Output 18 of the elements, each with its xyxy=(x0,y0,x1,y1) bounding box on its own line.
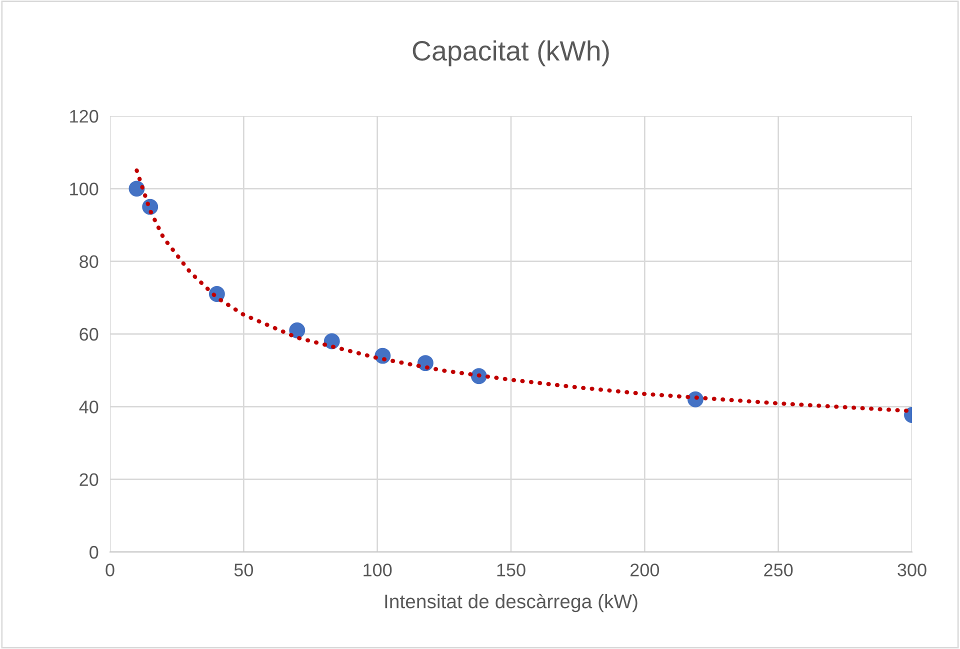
x-tick-label: 300 xyxy=(898,564,926,576)
point xyxy=(289,322,306,338)
y-tick-label: 100 xyxy=(70,182,98,196)
y-tick-label: 0 xyxy=(90,546,98,559)
x-tick-label: 50 xyxy=(234,564,254,576)
x-tick-label: 200 xyxy=(630,564,660,576)
x-tick-label: 250 xyxy=(764,564,793,576)
x-tick-label: 150 xyxy=(497,564,526,576)
chart-title: Capacitat (kWh) xyxy=(412,40,609,66)
y-tick-label: 80 xyxy=(80,255,98,268)
point xyxy=(128,180,145,197)
x-tick-label: 100 xyxy=(364,564,392,576)
y-tick-label: 40 xyxy=(79,400,98,414)
y-tick-label: 20 xyxy=(80,473,98,486)
x-axis-title: Intensitat de descàrrega (kW) xyxy=(385,594,638,612)
y-tick-label: 120 xyxy=(70,110,98,123)
y-tick-label: 60 xyxy=(80,328,98,341)
x-tick-label: 0 xyxy=(106,564,114,576)
